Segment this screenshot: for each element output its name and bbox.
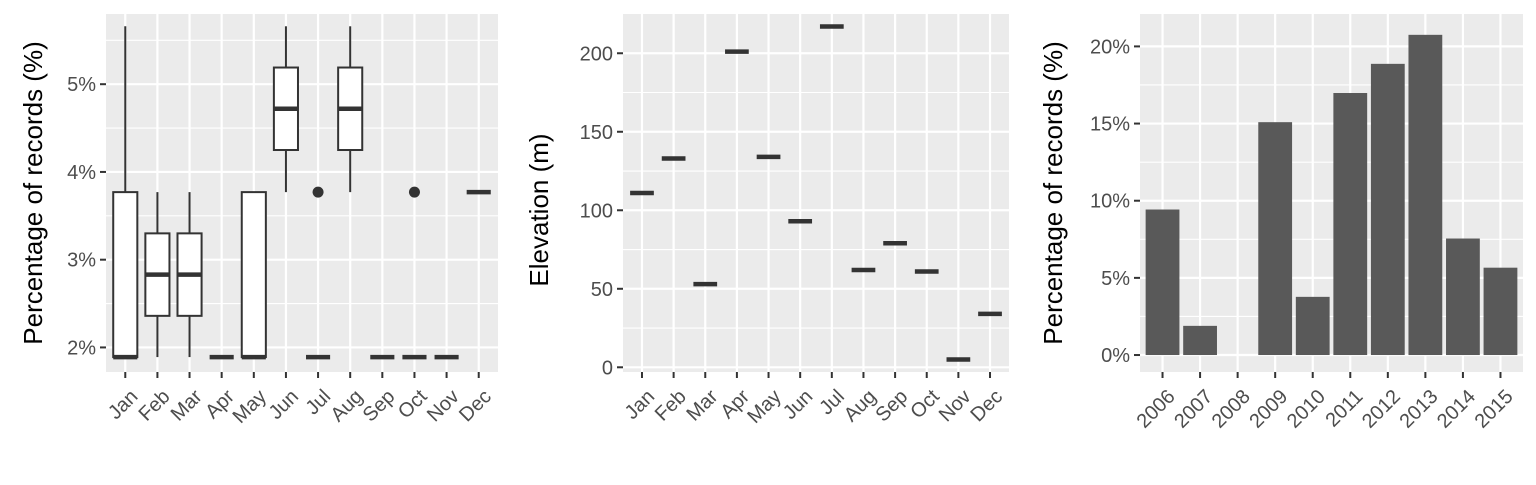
x-tick-label: 2006 — [1133, 386, 1180, 433]
monthly-percentage-boxplot: 2%3%4%5%JanFebMarAprMayJunJulAugSepOctNo… — [18, 14, 498, 428]
panel-background — [623, 14, 1009, 372]
box-body — [112, 191, 139, 359]
x-tick-label: Feb — [651, 386, 691, 426]
x-tick-label: 2008 — [1208, 386, 1255, 433]
y-tick-label: 4% — [67, 162, 96, 184]
x-tick-label: Mar — [682, 385, 722, 425]
y-tick-label: 5% — [1101, 268, 1130, 290]
x-tick-label: Jun — [779, 386, 817, 424]
outlier-point — [408, 186, 420, 198]
bar-2007 — [1183, 325, 1217, 356]
x-tick-label: Jan — [104, 386, 142, 424]
box-feb — [144, 192, 171, 358]
x-tick-label: 2013 — [1395, 386, 1442, 433]
bar-2013 — [1408, 34, 1443, 356]
outlier-point — [312, 186, 324, 198]
bar-2011 — [1333, 93, 1368, 356]
x-tick-label: Nov — [423, 386, 464, 427]
monthly-elevation-boxplot: 050100150200JanFebMarAprMayJunJulAugSepO… — [524, 14, 1009, 428]
x-tick-label: Aug — [327, 386, 368, 427]
y-tick-label: 10% — [1090, 191, 1130, 213]
x-tick-label: 2015 — [1471, 386, 1518, 433]
x-tick-label: Feb — [135, 386, 175, 426]
y-tick-label: 0% — [1101, 345, 1130, 367]
y-tick-label: 5% — [67, 74, 96, 96]
x-tick-label: Dec — [455, 386, 496, 427]
x-tick-label: Aug — [840, 386, 881, 427]
x-tick-label: 2010 — [1283, 386, 1330, 433]
yearly-percentage-bar: 0%5%10%15%20%200620072008200920102011201… — [1038, 14, 1523, 433]
y-axis-title: Percentage of records (%) — [1038, 41, 1068, 344]
bar-2014 — [1446, 238, 1480, 356]
x-tick-label: Oct — [906, 385, 944, 423]
y-tick-label: 3% — [67, 250, 96, 272]
y-axis-title: Elevation (m) — [524, 133, 554, 286]
x-tick-label: Nov — [935, 386, 976, 427]
x-tick-label: 2012 — [1358, 386, 1405, 433]
y-tick-label: 150 — [580, 122, 613, 144]
y-tick-label: 200 — [580, 43, 613, 65]
y-tick-label: 2% — [67, 337, 96, 359]
x-tick-label: Mar — [167, 385, 207, 425]
x-tick-label: Oct — [394, 385, 432, 423]
panel-background — [106, 14, 498, 372]
x-tick-label: Dec — [966, 386, 1007, 427]
x-tick-label: Jun — [265, 386, 303, 424]
x-tick-label: Sep — [359, 386, 400, 427]
bar-2015 — [1483, 267, 1518, 356]
y-tick-label: 15% — [1090, 114, 1130, 136]
bar-2006 — [1145, 209, 1180, 356]
x-tick-label: May — [229, 386, 271, 428]
box-jun — [272, 26, 299, 193]
x-tick-label: 2014 — [1433, 386, 1480, 433]
x-tick-label: Jan — [621, 386, 659, 424]
box-aug — [337, 26, 364, 193]
y-tick-label: 20% — [1090, 36, 1130, 58]
bar-2009 — [1258, 122, 1293, 356]
box-mar — [176, 192, 203, 358]
y-tick-label: 0 — [602, 357, 613, 379]
y-tick-label: 50 — [591, 279, 613, 301]
x-tick-label: 2007 — [1170, 386, 1217, 433]
box-may — [240, 191, 267, 360]
y-axis-title: Percentage of records (%) — [18, 41, 48, 344]
x-tick-label: Sep — [872, 386, 913, 427]
bar-2010 — [1295, 296, 1330, 356]
y-tick-label: 100 — [580, 200, 613, 222]
box-body — [240, 191, 267, 359]
box-jan — [112, 26, 139, 360]
x-tick-label: 2011 — [1321, 386, 1367, 432]
x-tick-label: 2009 — [1245, 386, 1292, 433]
box-jul — [306, 186, 331, 360]
box-oct — [402, 186, 427, 360]
bar-2012 — [1370, 63, 1405, 356]
